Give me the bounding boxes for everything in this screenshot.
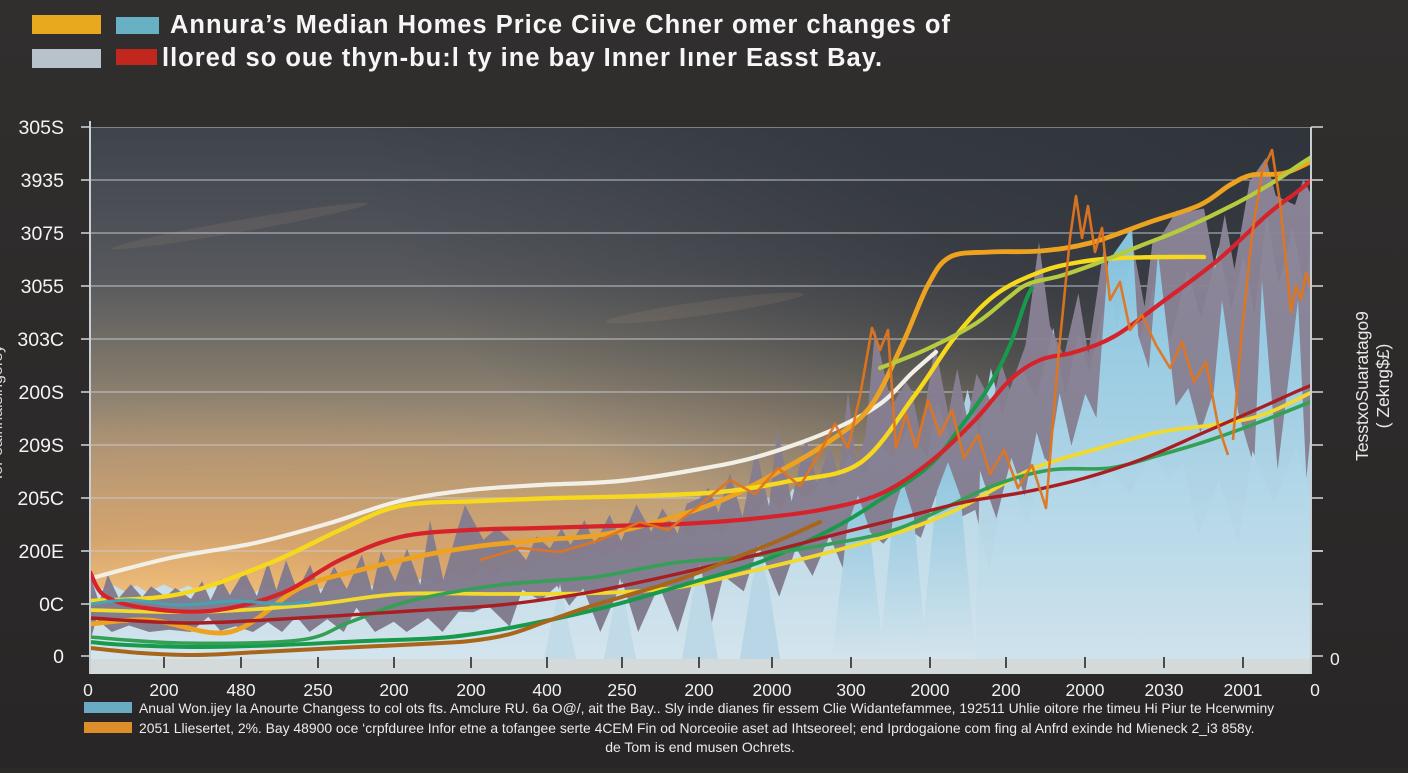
svg-text:2000: 2000 bbox=[1066, 680, 1105, 700]
svg-text:209S: 209S bbox=[18, 435, 64, 457]
svg-text:250: 250 bbox=[303, 680, 332, 700]
svg-text:200: 200 bbox=[149, 680, 178, 700]
svg-text:0C: 0C bbox=[39, 594, 64, 616]
svg-text:303C: 303C bbox=[17, 329, 64, 351]
svg-text:0: 0 bbox=[1330, 649, 1340, 669]
svg-text:0: 0 bbox=[1310, 680, 1320, 700]
svg-text:3055: 3055 bbox=[21, 276, 65, 298]
svg-text:2001: 2001 bbox=[1224, 680, 1263, 700]
svg-text:305S: 305S bbox=[18, 117, 64, 139]
svg-text:de Tom is end musen Ochrets.: de Tom is end musen Ochrets. bbox=[605, 739, 795, 755]
svg-text:llored so oue thyn‑bu:l ty ine: llored so oue thyn‑bu:l ty ine bay Inner… bbox=[162, 44, 883, 72]
svg-text:0: 0 bbox=[83, 680, 93, 700]
svg-text:2000: 2000 bbox=[911, 680, 950, 700]
svg-text:TesstxoSuaratago9: TesstxoSuaratago9 bbox=[1352, 311, 1372, 461]
svg-text:400: 400 bbox=[532, 680, 561, 700]
svg-text:0: 0 bbox=[53, 646, 64, 668]
svg-text:200: 200 bbox=[991, 680, 1020, 700]
svg-text:205C: 205C bbox=[17, 488, 64, 510]
svg-text:300: 300 bbox=[836, 680, 865, 700]
svg-text:3935: 3935 bbox=[21, 170, 65, 192]
svg-text:200: 200 bbox=[379, 680, 408, 700]
svg-text:for eainnaisingorsy: for eainnaisingorsy bbox=[0, 345, 6, 479]
svg-text:200E: 200E bbox=[18, 541, 64, 563]
svg-text:250: 250 bbox=[607, 680, 636, 700]
svg-text:2000: 2000 bbox=[753, 680, 792, 700]
svg-text:200: 200 bbox=[456, 680, 485, 700]
svg-text:Annura’s Median Homes Price Ci: Annura’s Median Homes Price Ciive Chner … bbox=[170, 11, 951, 39]
svg-text:200: 200 bbox=[684, 680, 713, 700]
svg-text:480: 480 bbox=[226, 680, 255, 700]
svg-text:3075: 3075 bbox=[21, 223, 65, 245]
svg-text:2030: 2030 bbox=[1145, 680, 1184, 700]
svg-text:2051 Lliesertet, 2%. Bay 48900: 2051 Lliesertet, 2%. Bay 48900 oce ‘crpf… bbox=[139, 720, 1255, 736]
svg-text:Anual Won.ijey Ia Anourte Chan: Anual Won.ijey Ia Anourte Changess to co… bbox=[139, 700, 1274, 716]
svg-text:200S: 200S bbox=[18, 382, 64, 404]
svg-text:( Zekng$£): ( Zekng$£) bbox=[1373, 344, 1393, 429]
